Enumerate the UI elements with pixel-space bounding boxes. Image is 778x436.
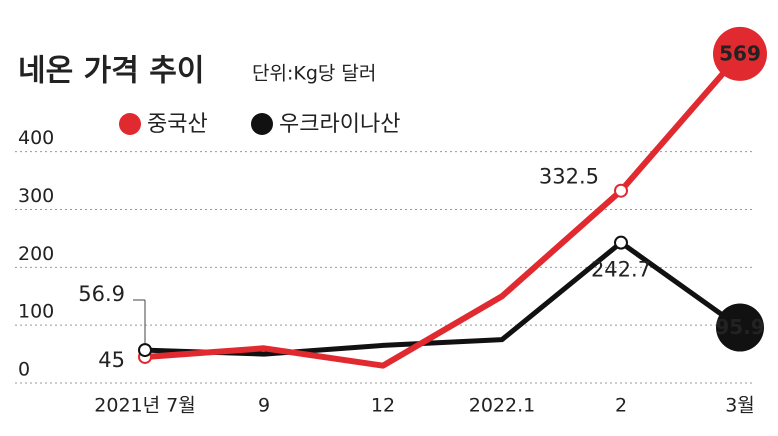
chart-subtitle: 단위:Kg당 달러	[252, 63, 376, 85]
value-label: 95.9	[715, 315, 764, 339]
line	[144, 240, 742, 357]
x-tick-label: 12	[371, 395, 395, 417]
y-tick-label: 300	[18, 185, 54, 207]
y-tick-label: 100	[18, 301, 54, 323]
x-tick-label: 2022.1	[469, 395, 535, 417]
point	[713, 26, 767, 81]
value-label: 56.9	[78, 282, 125, 306]
x-tick-label: 9	[258, 395, 270, 417]
value-label: 45	[98, 348, 125, 372]
line	[144, 51, 743, 369]
point	[138, 343, 152, 358]
legend-label: 중국산	[147, 112, 208, 137]
value-label: 242.7	[591, 258, 651, 282]
y-tick-label: 0	[18, 359, 30, 381]
x-tick-label: 3월	[725, 395, 755, 417]
point	[614, 183, 628, 198]
x-tick-label: 2021년 7월	[94, 395, 195, 417]
y-tick-label: 400	[18, 127, 54, 149]
legend-marker	[119, 113, 141, 135]
point	[716, 303, 764, 352]
value-label: 332.5	[539, 165, 599, 189]
y-tick-label: 200	[18, 243, 54, 265]
legend-marker	[251, 113, 273, 135]
chart-title: 네온 가격 추이	[18, 54, 205, 89]
point	[614, 235, 628, 250]
x-tick-label: 2	[615, 395, 627, 417]
legend-label: 우크라이나산	[279, 112, 400, 137]
value-label: 569	[719, 41, 761, 65]
